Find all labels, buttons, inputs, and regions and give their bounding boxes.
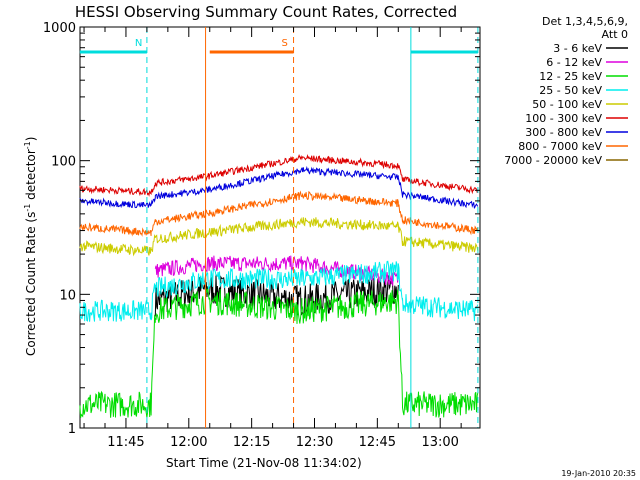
legend-entry-5: 50 - 100 keV	[532, 98, 602, 111]
x-tick-label: 12:45	[359, 435, 396, 450]
y-tick-label: 1000	[43, 21, 76, 36]
legend-entry-8: 800 - 7000 keV	[518, 140, 602, 153]
plot-frame	[79, 26, 481, 429]
y-tick-label: 1	[68, 422, 76, 437]
legend-header-line-2: Att 0	[602, 28, 628, 41]
x-tick-label: 12:00	[170, 435, 207, 450]
annotation-label-1: N	[135, 38, 142, 49]
legend-entry-9: 7000 - 20000 keV	[504, 154, 602, 167]
y-tick-label: 100	[51, 155, 76, 170]
x-tick-label: 12:30	[296, 435, 333, 450]
x-tick-label: 12:15	[233, 435, 270, 450]
y-axis-label-text: Corrected Count Rate (s-1 detector-1)	[23, 137, 38, 356]
legend-entry-4: 25 - 50 keV	[539, 84, 602, 97]
x-axis-label: Start Time (21-Nov-08 11:34:02)	[166, 456, 362, 470]
x-tick-label: 11:45	[107, 435, 144, 450]
series-6-segment	[79, 154, 479, 197]
annotation-label-2: S	[282, 38, 288, 49]
footer-date: 19-Jan-2010 20:35	[561, 469, 636, 478]
x-tick-label: 13:00	[421, 435, 458, 450]
legend-entry-7: 300 - 800 keV	[525, 126, 602, 139]
y-tick-label: 10	[59, 288, 76, 303]
legend-header-line-1: Det 1,3,4,5,6,9,	[542, 15, 628, 28]
y-axis-label: Corrected Count Rate (s-1 detector-1)	[23, 137, 38, 356]
legend-entry-1: 3 - 6 keV	[553, 42, 602, 55]
legend-entry-2: 6 - 12 keV	[546, 56, 602, 69]
series-6-line	[79, 154, 479, 197]
chart-title: HESSI Observing Summary Count Rates, Cor…	[75, 3, 457, 21]
legend-entry-3: 12 - 25 keV	[539, 70, 602, 83]
legend-entry-6: 100 - 300 keV	[525, 112, 602, 125]
